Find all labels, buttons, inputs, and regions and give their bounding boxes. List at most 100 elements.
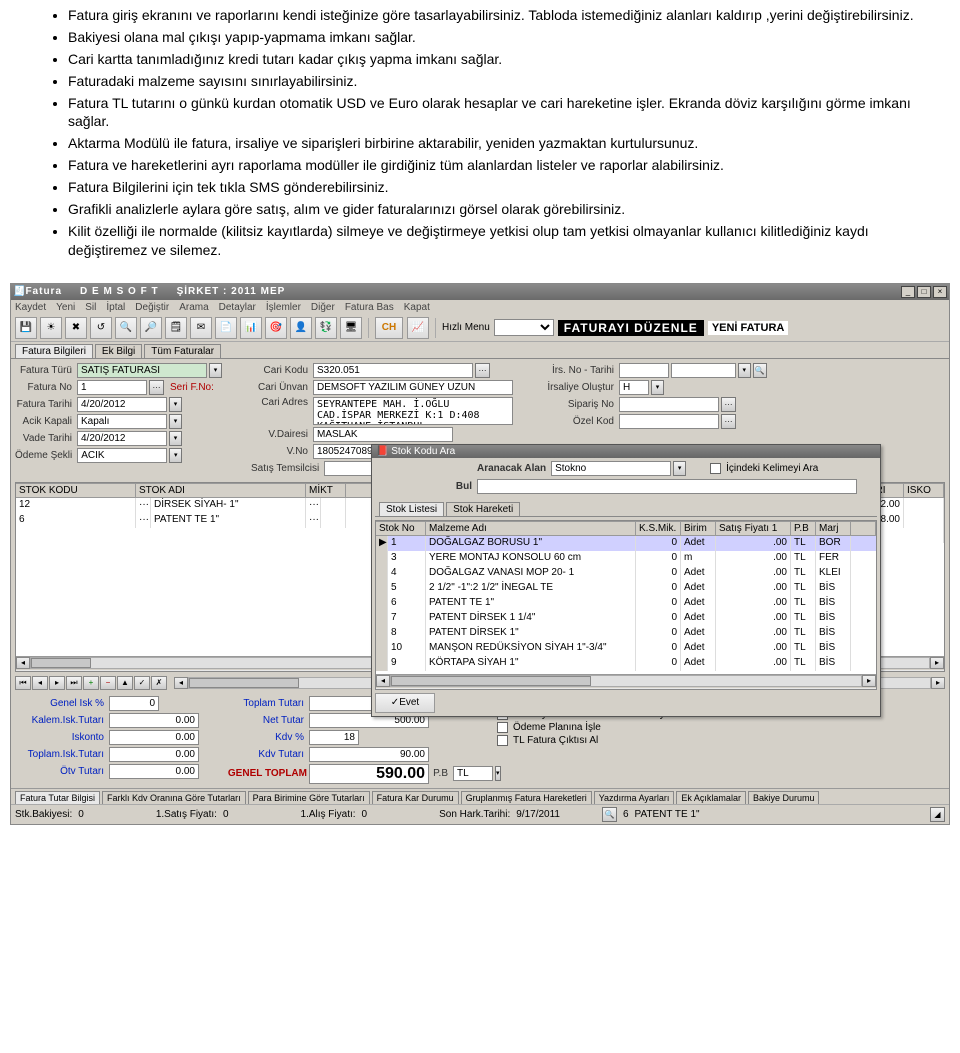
popup-grid-hscroll[interactable]: ◂▸ bbox=[376, 674, 876, 688]
toolbar-button[interactable]: 🖥 bbox=[340, 317, 362, 339]
irsaliye-olustur-input[interactable] bbox=[619, 380, 649, 395]
irs-search-btn[interactable]: 🔍 bbox=[753, 363, 767, 378]
tool-ch-button[interactable]: CH bbox=[375, 317, 403, 339]
nav-last[interactable]: ⏭ bbox=[66, 676, 82, 690]
tab[interactable]: Fatura Kar Durumu bbox=[372, 791, 459, 804]
acik-kapali-dd[interactable]: ▾ bbox=[169, 414, 182, 429]
grid-row[interactable]: 4DOĞALGAZ VANASI MOP 20- 10Adet.00TLKLEI bbox=[376, 566, 876, 581]
nav-cancel[interactable]: ✗ bbox=[151, 676, 167, 690]
icindeki-chk[interactable] bbox=[710, 463, 721, 474]
fatura-tarihi-cal[interactable]: ▾ bbox=[169, 397, 182, 412]
nav-del[interactable]: − bbox=[100, 676, 116, 690]
status-search[interactable]: 🔍 bbox=[602, 807, 617, 822]
menu-item[interactable]: Kapat bbox=[404, 302, 430, 313]
tab[interactable]: Ek Bilgi bbox=[95, 344, 142, 358]
menu-item[interactable]: Yeni bbox=[56, 302, 75, 313]
ozel-kod-btn[interactable]: ··· bbox=[721, 414, 736, 429]
toolbar-button[interactable]: 👤 bbox=[290, 317, 312, 339]
grid-row[interactable]: 3YERE MONTAJ KONSOLU 60 cm0m.00TLFER bbox=[376, 551, 876, 566]
hizli-menu-select[interactable] bbox=[494, 319, 554, 336]
odeme-sekli-input[interactable] bbox=[77, 448, 167, 463]
grid-row[interactable]: 7PATENT DİRSEK 1 1/4"0Adet.00TLBİS bbox=[376, 611, 876, 626]
menu-item[interactable]: Detaylar bbox=[219, 302, 256, 313]
nav-add[interactable]: + bbox=[83, 676, 99, 690]
toolbar-button[interactable]: 🔍 bbox=[115, 317, 137, 339]
menu-item[interactable]: Kaydet bbox=[15, 302, 46, 313]
fatura-no-btn[interactable]: ··· bbox=[149, 380, 164, 395]
tab[interactable]: Farklı Kdv Oranına Göre Tutarları bbox=[102, 791, 246, 804]
grid-header[interactable]: Satış Fiyatı 1 bbox=[716, 521, 791, 536]
menu-item[interactable]: İşlemler bbox=[266, 302, 301, 313]
chk-odeme-plani[interactable] bbox=[497, 722, 508, 733]
nav-ok[interactable]: ✓ bbox=[134, 676, 150, 690]
fatura-turu-dropdown[interactable]: ▾ bbox=[209, 363, 222, 378]
nav-first[interactable]: ⏮ bbox=[15, 676, 31, 690]
menu-item[interactable]: İptal bbox=[106, 302, 125, 313]
aranacak-alan-dd[interactable]: ▾ bbox=[673, 461, 686, 476]
vade-tarihi-cal[interactable]: ▾ bbox=[169, 431, 182, 446]
grid-header[interactable]: Marj bbox=[816, 521, 851, 536]
kdv-pct-input[interactable] bbox=[309, 730, 359, 745]
odeme-sekli-dd[interactable]: ▾ bbox=[169, 448, 182, 463]
minimize-button[interactable]: _ bbox=[901, 286, 915, 298]
grid-row[interactable]: 8PATENT DİRSEK 1"0Adet.00TLBİS bbox=[376, 626, 876, 641]
close-button[interactable]: × bbox=[933, 286, 947, 298]
cari-kodu-input[interactable] bbox=[313, 363, 473, 378]
toolbar-button[interactable]: ↺ bbox=[90, 317, 112, 339]
menu-item[interactable]: Diğer bbox=[311, 302, 335, 313]
grid-row[interactable]: 10MANŞON REDÜKSİYON SİYAH 1"-3/4"0Adet.0… bbox=[376, 641, 876, 656]
tab[interactable]: Fatura Tutar Bilgisi bbox=[15, 791, 100, 804]
toolbar-button[interactable]: 🔎 bbox=[140, 317, 162, 339]
toolbar-button[interactable]: 📄 bbox=[215, 317, 237, 339]
bul-input[interactable] bbox=[477, 479, 857, 494]
grid-header[interactable]: P.B bbox=[791, 521, 816, 536]
toolbar-button[interactable]: ☀ bbox=[40, 317, 62, 339]
toolbar-button[interactable]: 💱 bbox=[315, 317, 337, 339]
tab[interactable]: Yazdırma Ayarları bbox=[594, 791, 675, 804]
grid-header[interactable]: Malzeme Adı bbox=[426, 521, 636, 536]
tab[interactable]: Tüm Faturalar bbox=[144, 344, 221, 358]
genel-isk-input[interactable] bbox=[109, 696, 159, 711]
status-resize[interactable]: ◢ bbox=[930, 807, 945, 822]
menu-item[interactable]: Değiştir bbox=[135, 302, 169, 313]
toolbar-button[interactable]: 🗒 bbox=[165, 317, 187, 339]
nav-prev[interactable]: ◂ bbox=[32, 676, 48, 690]
grid-header[interactable]: ISKO bbox=[904, 483, 944, 498]
tab[interactable]: Stok Listesi bbox=[379, 502, 444, 516]
fatura-tarihi-input[interactable] bbox=[77, 397, 167, 412]
grid-row[interactable]: 9KÖRTAPA SİYAH 1"0Adet.00TLBİS bbox=[376, 656, 876, 671]
toolbar-button[interactable]: 🎯 bbox=[265, 317, 287, 339]
fatura-turu-input[interactable] bbox=[77, 363, 207, 378]
toolbar-button[interactable]: ✉ bbox=[190, 317, 212, 339]
aranacak-alan-input[interactable] bbox=[551, 461, 671, 476]
evet-button[interactable]: ✓ Evet bbox=[375, 693, 435, 713]
tab[interactable]: Fatura Bilgileri bbox=[15, 344, 93, 358]
tab[interactable]: Ek Açıklamalar bbox=[676, 791, 746, 804]
toolbar-button[interactable]: 📊 bbox=[240, 317, 262, 339]
acik-kapali-input[interactable] bbox=[77, 414, 167, 429]
irs-tarihi-input[interactable] bbox=[671, 363, 736, 378]
menu-item[interactable]: Arama bbox=[179, 302, 208, 313]
pb-input[interactable] bbox=[453, 766, 493, 781]
grid-row[interactable]: 52 1/2" -1":2 1/2" İNEGAL TE0Adet.00TLBİ… bbox=[376, 581, 876, 596]
grid-header[interactable]: Birim bbox=[681, 521, 716, 536]
siparis-no-input[interactable] bbox=[619, 397, 719, 412]
fatura-no-input[interactable] bbox=[77, 380, 147, 395]
chk-tl-fatura[interactable] bbox=[497, 735, 508, 746]
nav-edit[interactable]: ▲ bbox=[117, 676, 133, 690]
tool-chart-button[interactable]: 📈 bbox=[407, 317, 429, 339]
vade-tarihi-input[interactable] bbox=[77, 431, 167, 446]
grid-header[interactable]: STOK ADI bbox=[136, 483, 306, 498]
tab[interactable]: Gruplanmış Fatura Hareketleri bbox=[461, 791, 592, 804]
grid-row[interactable]: 6PATENT TE 1"0Adet.00TLBİS bbox=[376, 596, 876, 611]
tab[interactable]: Para Birimine Göre Tutarları bbox=[248, 791, 370, 804]
irsaliye-olustur-dd[interactable]: ▾ bbox=[651, 380, 664, 395]
toolbar-button[interactable]: 💾 bbox=[15, 317, 37, 339]
toolbar-button[interactable]: ✖ bbox=[65, 317, 87, 339]
grid-header[interactable]: MİKT bbox=[306, 483, 346, 498]
cari-kodu-btn[interactable]: ··· bbox=[475, 363, 490, 378]
menu-item[interactable]: Sil bbox=[85, 302, 96, 313]
grid-header[interactable]: STOK KODU bbox=[16, 483, 136, 498]
grid-row[interactable]: ▶1DOĞALGAZ BORUSU 1"0Adet.00TLBOR bbox=[376, 536, 876, 551]
menu-item[interactable]: Fatura Bas bbox=[345, 302, 394, 313]
